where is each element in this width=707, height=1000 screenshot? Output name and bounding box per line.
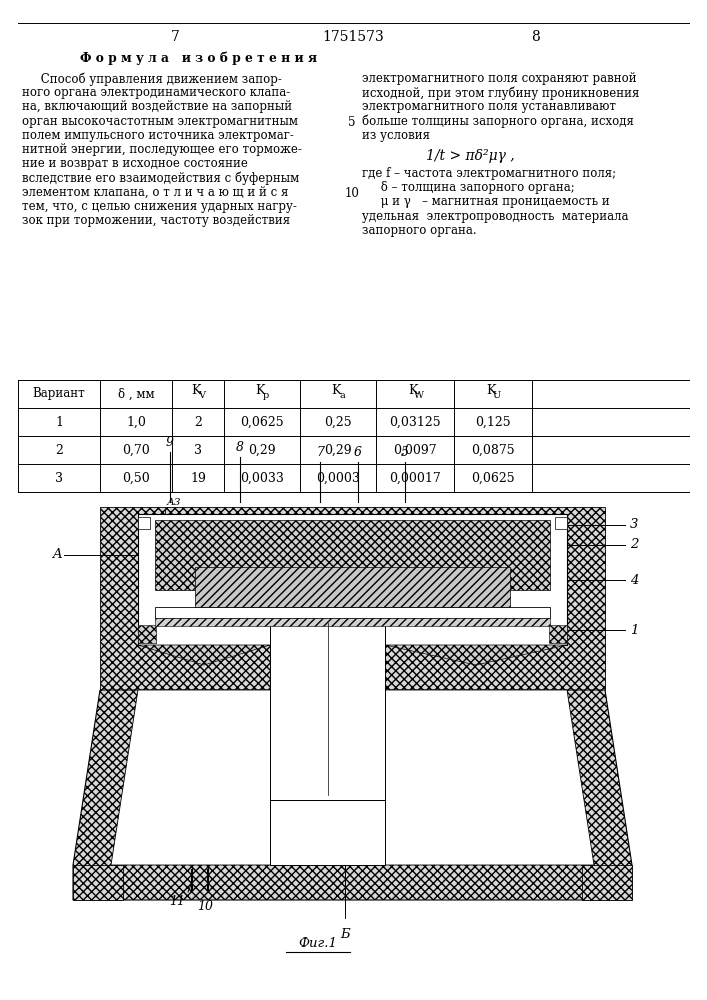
Text: 7: 7 xyxy=(316,446,324,459)
Bar xyxy=(138,625,156,643)
Text: K: K xyxy=(192,384,201,397)
Text: где f – частота электромагнитного поля;: где f – частота электромагнитного поля; xyxy=(362,167,616,180)
Text: исходной, при этом глубину проникновения: исходной, при этом глубину проникновения xyxy=(362,86,639,100)
Text: Способ управления движением запор-: Способ управления движением запор- xyxy=(22,72,282,86)
Text: 2: 2 xyxy=(194,416,202,428)
Text: 19: 19 xyxy=(190,472,206,485)
Text: 0,0097: 0,0097 xyxy=(393,444,437,456)
Text: на, включающий воздействие на запорный: на, включающий воздействие на запорный xyxy=(22,100,292,113)
Text: 3: 3 xyxy=(55,472,63,485)
Text: K: K xyxy=(255,384,264,397)
Text: 6: 6 xyxy=(354,446,362,459)
Text: 8: 8 xyxy=(531,30,539,44)
Text: удельная  электропроводность  материала: удельная электропроводность материала xyxy=(362,210,629,223)
Text: полем импульсного источника электромаг-: полем импульсного источника электромаг- xyxy=(22,129,294,142)
Text: 0,125: 0,125 xyxy=(475,416,511,428)
Bar xyxy=(155,607,550,618)
Text: Фиг.1: Фиг.1 xyxy=(298,937,337,950)
Bar xyxy=(100,507,605,690)
Polygon shape xyxy=(385,645,567,665)
Text: 10: 10 xyxy=(344,187,359,200)
Bar xyxy=(195,567,510,607)
Text: вследствие его взаимодействия с буферным: вследствие его взаимодействия с буферным xyxy=(22,171,299,185)
Text: 1: 1 xyxy=(630,624,638,637)
Text: 0,0625: 0,0625 xyxy=(240,416,284,428)
Text: элементом клапана, о т л и ч а ю щ и й с я: элементом клапана, о т л и ч а ю щ и й с… xyxy=(22,186,288,199)
Polygon shape xyxy=(138,645,270,665)
Text: A: A xyxy=(52,548,62,562)
Bar xyxy=(138,514,567,645)
Text: 7: 7 xyxy=(170,30,180,44)
Bar xyxy=(73,865,123,900)
Text: δ – толщина запорного органа;: δ – толщина запорного органа; xyxy=(362,181,575,194)
Text: 3: 3 xyxy=(630,518,638,532)
Text: 0,29: 0,29 xyxy=(325,444,352,456)
Text: a: a xyxy=(339,391,345,400)
Text: 2: 2 xyxy=(55,444,63,456)
Text: зок при торможении, частоту воздействия: зок при торможении, частоту воздействия xyxy=(22,214,290,227)
Text: 0,70: 0,70 xyxy=(122,444,150,456)
Text: Ф о р м у л а   и з о б р е т е н и я: Ф о р м у л а и з о б р е т е н и я xyxy=(80,51,317,65)
Text: 0,0875: 0,0875 xyxy=(471,444,515,456)
Text: 0,0033: 0,0033 xyxy=(240,472,284,485)
Text: Вариант: Вариант xyxy=(33,387,86,400)
Text: 9: 9 xyxy=(166,436,174,449)
Bar xyxy=(138,517,150,529)
Text: p: p xyxy=(263,391,269,400)
Text: 5: 5 xyxy=(349,116,356,129)
Text: 4: 4 xyxy=(630,574,638,586)
Text: 1/t > πδ²μγ ,: 1/t > πδ²μγ , xyxy=(426,149,514,163)
Text: μ и γ   – магнитная проницаемость и: μ и γ – магнитная проницаемость и xyxy=(362,195,609,208)
Text: 0,25: 0,25 xyxy=(325,416,352,428)
Text: 2: 2 xyxy=(630,538,638,552)
Polygon shape xyxy=(73,690,632,900)
Text: 3: 3 xyxy=(194,444,202,456)
Text: W: W xyxy=(414,391,424,400)
Text: 0,00017: 0,00017 xyxy=(389,472,441,485)
Text: А3: А3 xyxy=(167,498,182,507)
Text: электромагнитного поля сохраняют равной: электромагнитного поля сохраняют равной xyxy=(362,72,636,85)
Text: K: K xyxy=(332,384,341,397)
Text: δ , мм: δ , мм xyxy=(117,387,154,400)
Text: из условия: из условия xyxy=(362,129,430,142)
Text: нитной энергии, последующее его торможе-: нитной энергии, последующее его торможе- xyxy=(22,143,302,156)
Text: больше толщины запорного органа, исходя: больше толщины запорного органа, исходя xyxy=(362,115,634,128)
Bar xyxy=(270,800,385,865)
Text: ного органа электродинамического клапа-: ного органа электродинамического клапа- xyxy=(22,86,291,99)
Text: 0,29: 0,29 xyxy=(248,444,276,456)
Bar xyxy=(549,625,567,643)
Text: запорного органа.: запорного органа. xyxy=(362,224,477,237)
Bar xyxy=(155,618,550,626)
Text: орган высокочастотным электромагнитным: орган высокочастотным электромагнитным xyxy=(22,115,298,128)
Text: 8: 8 xyxy=(236,441,244,454)
Text: V: V xyxy=(199,391,206,400)
Text: 1751573: 1751573 xyxy=(322,30,384,44)
Text: 1,0: 1,0 xyxy=(126,416,146,428)
Text: K: K xyxy=(486,384,496,397)
Text: K: K xyxy=(408,384,418,397)
Bar xyxy=(270,618,385,800)
Text: 0,03125: 0,03125 xyxy=(389,416,440,428)
Text: 0,50: 0,50 xyxy=(122,472,150,485)
Text: 5: 5 xyxy=(401,446,409,459)
Text: 0,0003: 0,0003 xyxy=(316,472,360,485)
Polygon shape xyxy=(111,690,594,865)
Text: 11: 11 xyxy=(169,895,185,908)
Bar xyxy=(582,865,632,900)
Text: тем, что, с целью снижения ударных нагру-: тем, что, с целью снижения ударных нагру… xyxy=(22,200,297,213)
Text: 10: 10 xyxy=(197,900,213,913)
Bar xyxy=(555,517,567,529)
Text: электромагнитного поля устанавливают: электромагнитного поля устанавливают xyxy=(362,100,616,113)
Text: 1: 1 xyxy=(55,416,63,428)
Bar xyxy=(155,520,550,590)
Text: Б: Б xyxy=(340,928,350,941)
Text: U: U xyxy=(493,391,501,400)
Text: 0,0625: 0,0625 xyxy=(471,472,515,485)
Text: ние и возврат в исходное состояние: ние и возврат в исходное состояние xyxy=(22,157,248,170)
